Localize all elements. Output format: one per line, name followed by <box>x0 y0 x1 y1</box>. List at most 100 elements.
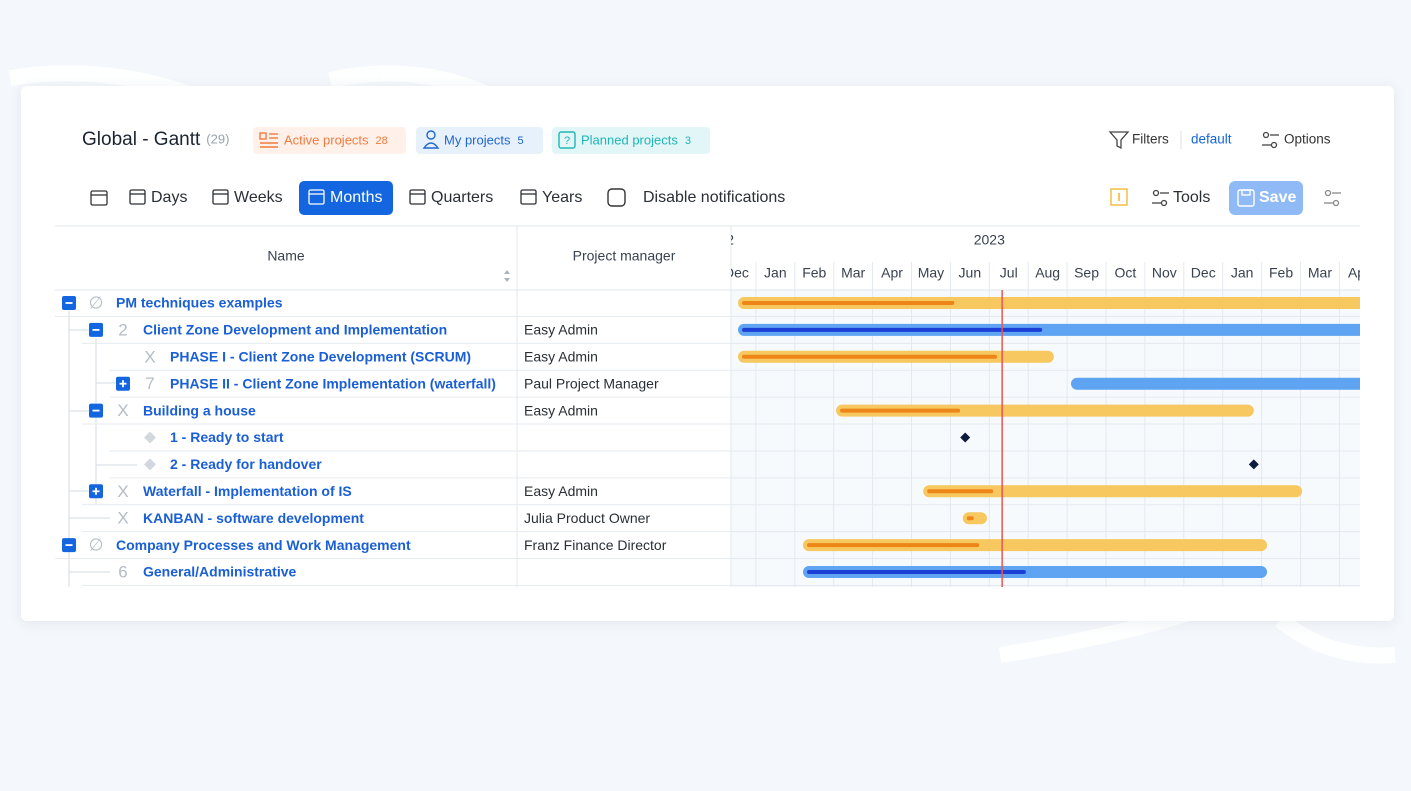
task-bar[interactable] <box>962 512 987 525</box>
year-label: 2023 <box>974 232 1005 248</box>
tab-count[interactable]: 28 <box>376 135 388 147</box>
month-label: Jan <box>764 265 787 281</box>
task-name[interactable]: PHASE II - Client Zone Implementation (w… <box>170 375 496 391</box>
month-label: Jan <box>1231 265 1254 281</box>
project-manager: Easy Admin <box>524 483 598 499</box>
task-name[interactable]: Client Zone Development and Implementati… <box>143 322 447 338</box>
view-button[interactable]: Weeks <box>234 189 283 206</box>
task-bar[interactable] <box>802 566 1268 578</box>
view-icon <box>129 189 146 205</box>
progress-bar <box>840 408 961 413</box>
task-bar[interactable] <box>923 485 1303 498</box>
task-bar[interactable] <box>1070 377 1378 390</box>
view-icon <box>409 189 426 205</box>
column-header: Name <box>267 248 305 264</box>
month-label: Aug <box>1035 265 1060 281</box>
task-name[interactable]: PM techniques examples <box>116 295 283 311</box>
task-bar[interactable] <box>738 323 1378 336</box>
task-bar[interactable] <box>802 539 1268 552</box>
save-label[interactable]: Save <box>1259 189 1296 206</box>
timeline: Dec Jan Feb Mar Apr May Jun Jul Aug Sep Oct Nov Dec J… <box>724 232 1378 587</box>
checkbox[interactable] <box>607 188 626 207</box>
tab-icon: ? <box>558 131 576 149</box>
month-label: May <box>918 265 944 281</box>
project-manager: Easy Admin <box>524 349 598 365</box>
row-marker: X <box>117 401 128 420</box>
tab-label[interactable]: Planned projects <box>581 132 678 147</box>
checkbox-label[interactable]: Disable notifications <box>643 189 785 206</box>
filters-link[interactable]: Filters <box>1132 132 1169 147</box>
task-name[interactable]: General/Administrative <box>143 564 296 580</box>
tab-label[interactable]: Active projects <box>284 132 369 147</box>
row-marker: X <box>117 509 128 528</box>
progress-bar <box>742 327 1043 332</box>
row-marker: 2 <box>118 320 127 339</box>
milestone[interactable] <box>1248 459 1259 470</box>
save-icon <box>1237 189 1255 207</box>
tab-planned[interactable] <box>552 127 710 154</box>
progress-bar <box>806 543 980 548</box>
tools-button[interactable]: Tools <box>1173 189 1210 206</box>
calendar-icon <box>90 190 108 206</box>
row-marker: 7 <box>145 374 154 393</box>
tab-icon <box>259 132 278 148</box>
filter-value[interactable]: default <box>1191 132 1232 147</box>
month-label: Sep <box>1074 265 1099 281</box>
svg-text:?: ? <box>564 135 570 147</box>
project-manager: Paul Project Manager <box>524 375 659 391</box>
view-icon <box>520 189 537 205</box>
tab-count[interactable]: 5 <box>517 135 523 147</box>
tab-my[interactable] <box>416 127 543 154</box>
month-label: Nov <box>1152 265 1177 281</box>
tools-icon <box>1152 189 1169 207</box>
tab-count[interactable]: 3 <box>685 135 691 147</box>
progress-bar <box>966 516 974 521</box>
column-header: Project manager <box>573 248 676 264</box>
milestone-icon <box>144 458 156 471</box>
project-manager: Easy Admin <box>524 322 598 338</box>
project-manager: Franz Finance Director <box>524 537 667 553</box>
project-manager: Easy Admin <box>524 402 598 418</box>
task-name[interactable]: 2 - Ready for handover <box>170 456 322 472</box>
task-bar[interactable] <box>836 404 1254 417</box>
task-name[interactable]: 1 - Ready to start <box>170 429 284 445</box>
progress-bar <box>742 301 955 305</box>
view-button[interactable]: Quarters <box>431 189 493 206</box>
row-marker: X <box>144 347 155 366</box>
task-bar[interactable] <box>738 297 1378 309</box>
row-marker: 6 <box>118 562 127 581</box>
view-button[interactable]: Months <box>330 189 382 206</box>
view-button[interactable]: Days <box>151 189 187 206</box>
options-icon <box>1262 131 1279 149</box>
milestone-icon <box>144 431 156 444</box>
month-label: Apr <box>1348 265 1370 281</box>
view-icon <box>308 189 325 205</box>
progress-bar <box>742 354 998 359</box>
month-label: Jul <box>1000 265 1018 281</box>
title-count: (29) <box>206 131 229 146</box>
task-name[interactable]: Waterfall - Implementation of IS <box>143 483 352 499</box>
tab-active[interactable] <box>253 127 406 154</box>
settings-icon[interactable] <box>1324 189 1341 207</box>
info-icon[interactable] <box>1110 188 1128 206</box>
task-name[interactable]: Company Processes and Work Management <box>116 537 411 553</box>
row-marker: X <box>117 482 128 501</box>
tab-icon <box>422 130 440 149</box>
sort-icon[interactable] <box>504 270 510 282</box>
task-name[interactable]: PHASE I - Client Zone Development (SCRUM… <box>170 349 471 365</box>
month-label: Oct <box>1115 265 1137 281</box>
tab-label[interactable]: My projects <box>444 132 511 147</box>
page-title: Global - Gantt <box>82 129 201 150</box>
month-label: Feb <box>1269 265 1293 281</box>
milestone[interactable] <box>960 432 971 443</box>
timeline-background <box>731 290 1360 587</box>
project-manager: Julia Product Owner <box>524 510 650 526</box>
view-button[interactable]: Years <box>542 189 582 206</box>
task-name[interactable]: KANBAN - software development <box>143 510 364 526</box>
month-label: Jun <box>959 265 982 281</box>
options-link[interactable]: Options <box>1284 132 1331 147</box>
month-label: Dec <box>724 265 749 281</box>
task-name[interactable]: Building a house <box>143 402 256 418</box>
table: Name Project manager ∅ PM techniques exampl… <box>55 248 731 586</box>
